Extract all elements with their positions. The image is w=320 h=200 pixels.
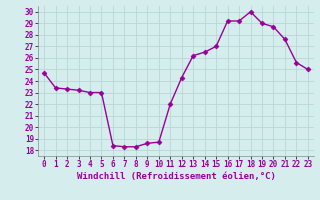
X-axis label: Windchill (Refroidissement éolien,°C): Windchill (Refroidissement éolien,°C) xyxy=(76,172,276,181)
